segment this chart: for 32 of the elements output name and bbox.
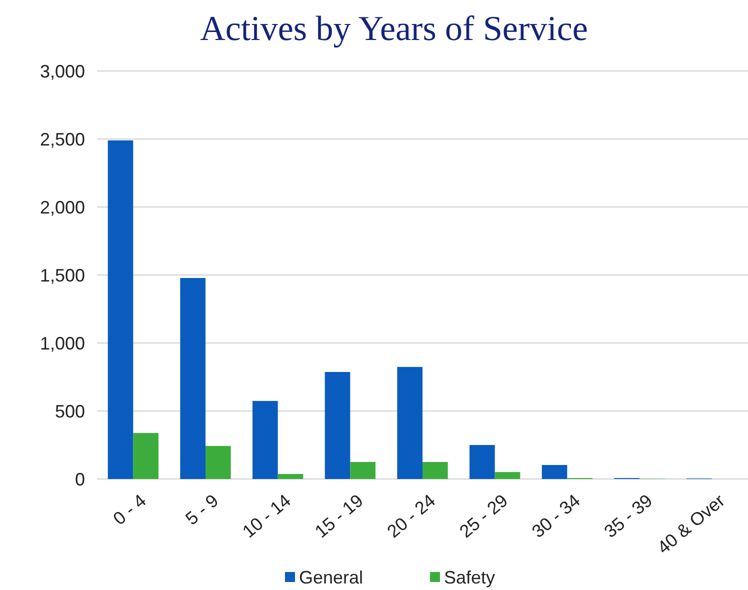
- x-tick-label: 30 - 34: [528, 490, 584, 542]
- y-tick-label: 0: [74, 469, 85, 490]
- bar: [397, 366, 422, 479]
- x-tick-label: 20 - 24: [383, 490, 440, 542]
- bar: [108, 140, 134, 479]
- x-tick-label: 35 - 39: [600, 490, 656, 542]
- legend-label: General: [299, 567, 364, 588]
- y-tick-label: 3,000: [40, 61, 85, 82]
- x-tick-label: 10 - 14: [238, 490, 295, 542]
- y-tick-label: 1,500: [40, 265, 85, 286]
- bar: [470, 445, 495, 479]
- y-tick-label: 2,000: [40, 197, 85, 218]
- bar: [206, 446, 231, 479]
- bar: [422, 462, 448, 479]
- bar: [350, 462, 376, 479]
- x-tick-label: 0 - 4: [109, 490, 150, 529]
- chart-title: Actives by Years of Service: [200, 9, 588, 48]
- bar: [180, 278, 206, 479]
- x-tick-label: 15 - 19: [311, 490, 367, 542]
- bar: [494, 472, 520, 479]
- bar: [324, 372, 350, 479]
- y-tick-label: 500: [54, 401, 85, 422]
- legend-label: Safety: [444, 567, 496, 588]
- bar: [252, 400, 278, 479]
- bar: [133, 433, 158, 479]
- x-tick-label: 25 - 29: [456, 490, 512, 542]
- y-tick-label: 1,000: [40, 333, 85, 354]
- x-tick-label: 40 & Over: [654, 490, 729, 558]
- bar: [278, 474, 304, 479]
- bar: [542, 464, 568, 479]
- y-tick-label: 2,500: [40, 129, 85, 150]
- x-tick-label: 5 - 9: [182, 490, 222, 529]
